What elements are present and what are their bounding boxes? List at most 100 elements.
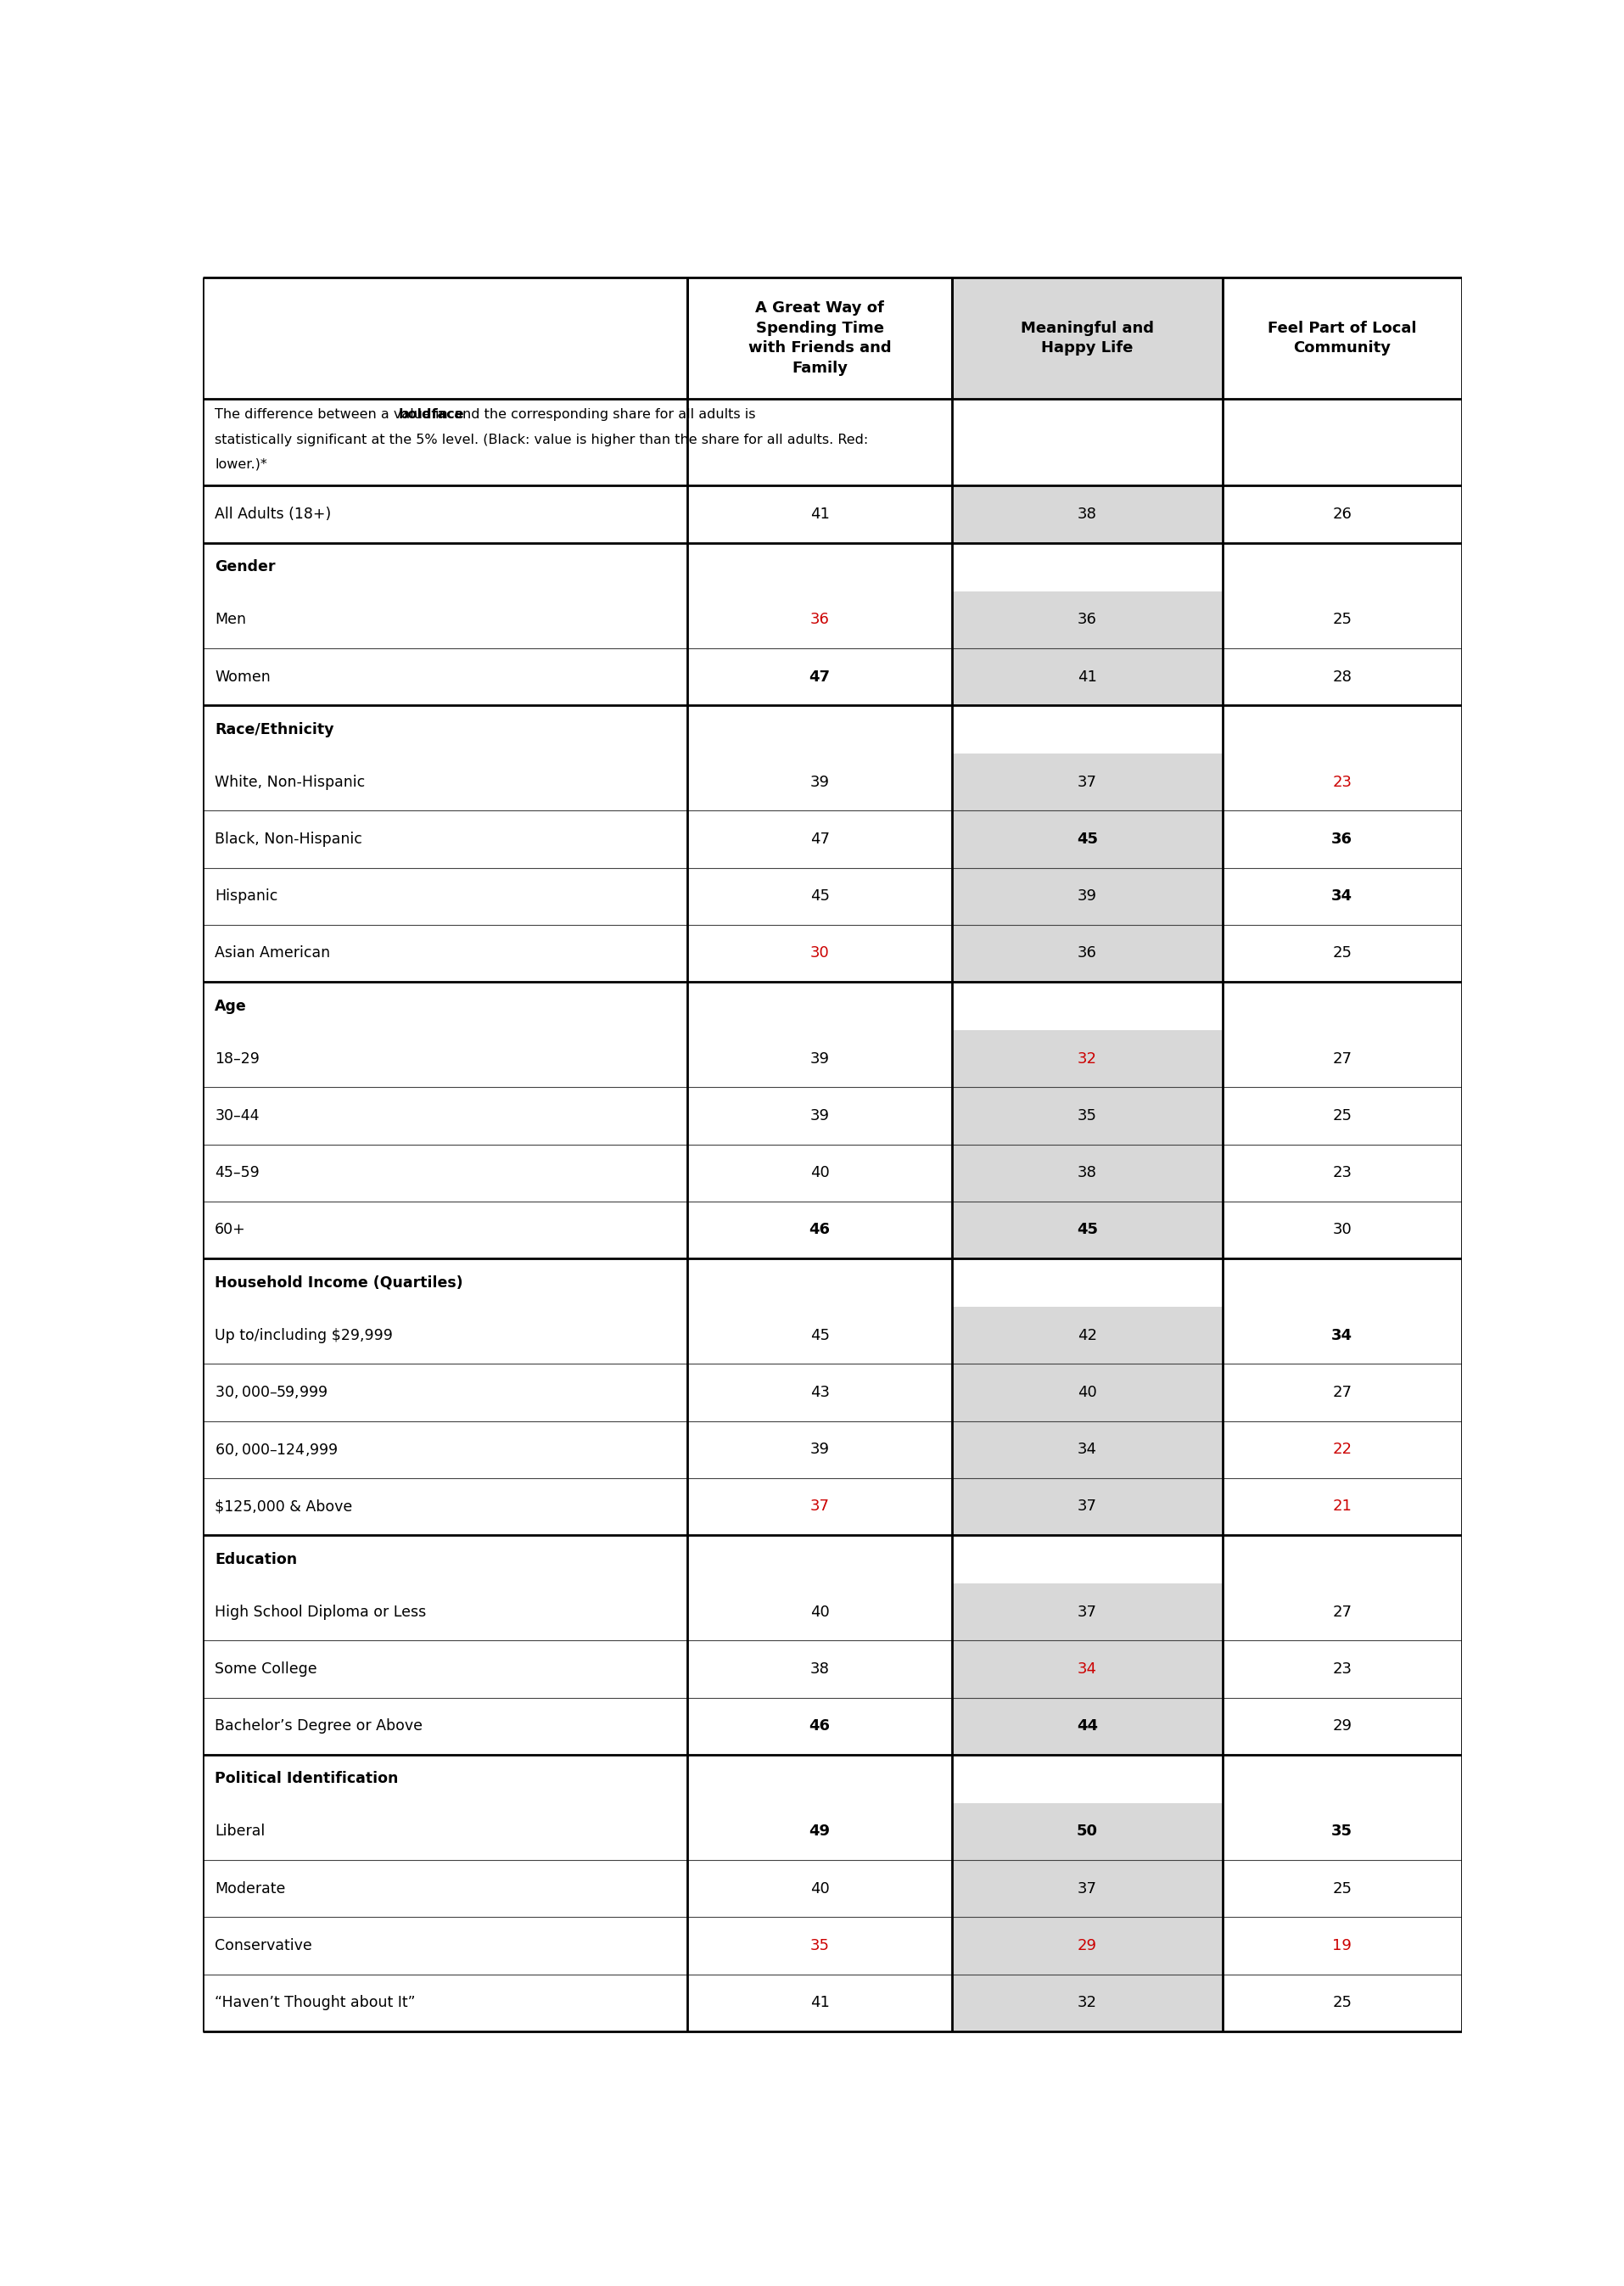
Bar <box>952 1975 1223 2032</box>
Bar <box>203 1975 1462 2032</box>
Bar <box>952 926 1223 983</box>
Text: 39: 39 <box>1077 889 1096 903</box>
Bar <box>203 812 1462 869</box>
Bar <box>952 812 1223 869</box>
Text: 25: 25 <box>1332 946 1351 960</box>
Text: 19: 19 <box>1332 1939 1351 1952</box>
Text: 35: 35 <box>1332 1824 1353 1840</box>
Bar <box>203 983 1462 1031</box>
Bar <box>203 1918 1462 1975</box>
Text: 27: 27 <box>1332 1385 1351 1399</box>
Text: 43: 43 <box>810 1385 830 1399</box>
Bar <box>203 1804 1462 1861</box>
Text: 22: 22 <box>1332 1442 1351 1456</box>
Text: $30,000–$59,999: $30,000–$59,999 <box>214 1385 328 1401</box>
Text: 29: 29 <box>1332 1719 1351 1733</box>
Text: 42: 42 <box>1077 1328 1096 1342</box>
Text: $60,000–$124,999: $60,000–$124,999 <box>214 1442 338 1458</box>
Text: 40: 40 <box>810 1881 830 1897</box>
Text: 25: 25 <box>1332 1109 1351 1122</box>
Text: Some College: Some College <box>214 1662 317 1676</box>
Bar <box>952 485 1223 542</box>
Text: Liberal: Liberal <box>214 1824 265 1840</box>
Bar <box>952 1308 1223 1365</box>
Text: 40: 40 <box>1077 1385 1096 1399</box>
Text: lower.)*: lower.)* <box>214 457 268 471</box>
Text: 29: 29 <box>1077 1939 1096 1952</box>
Text: 34: 34 <box>1077 1662 1096 1676</box>
Text: 46: 46 <box>809 1719 830 1733</box>
Text: 41: 41 <box>810 507 830 521</box>
Text: 39: 39 <box>810 1442 830 1456</box>
Text: Race/Ethnicity: Race/Ethnicity <box>214 722 335 736</box>
Text: 38: 38 <box>810 1662 830 1676</box>
Bar <box>203 1422 1462 1479</box>
Text: 25: 25 <box>1332 1996 1351 2009</box>
Text: 41: 41 <box>810 1996 830 2009</box>
Bar <box>952 1145 1223 1202</box>
Bar <box>952 1918 1223 1975</box>
Text: 39: 39 <box>810 775 830 789</box>
Bar <box>203 1031 1462 1088</box>
Text: 27: 27 <box>1332 1605 1351 1618</box>
Bar <box>203 1698 1462 1756</box>
Text: 36: 36 <box>1077 613 1096 626</box>
Text: 38: 38 <box>1077 1166 1096 1180</box>
Bar <box>952 754 1223 812</box>
Text: A Great Way of
Spending Time
with Friends and
Family: A Great Way of Spending Time with Friend… <box>749 299 892 375</box>
Text: 47: 47 <box>809 670 830 684</box>
Bar <box>203 869 1462 926</box>
Bar <box>952 1479 1223 1536</box>
Text: Asian American: Asian American <box>214 946 330 960</box>
Text: 37: 37 <box>810 1500 830 1513</box>
Text: 40: 40 <box>810 1166 830 1180</box>
Bar <box>203 1260 1462 1308</box>
Text: 45: 45 <box>810 1328 830 1342</box>
Text: statistically significant at the 5% level. (Black: value is higher than the shar: statistically significant at the 5% leve… <box>214 434 869 446</box>
Text: 47: 47 <box>810 832 830 846</box>
Text: 30: 30 <box>810 946 830 960</box>
Text: All Adults (18+): All Adults (18+) <box>214 507 331 521</box>
Text: White, Non-Hispanic: White, Non-Hispanic <box>214 775 365 789</box>
Text: 35: 35 <box>1077 1109 1096 1122</box>
Text: 39: 39 <box>810 1109 830 1122</box>
Bar <box>203 1088 1462 1145</box>
Text: Moderate: Moderate <box>214 1881 286 1897</box>
Text: High School Diploma or Less: High School Diploma or Less <box>214 1605 427 1618</box>
Text: Bachelor’s Degree or Above: Bachelor’s Degree or Above <box>214 1719 422 1733</box>
Bar <box>203 277 1462 398</box>
Bar <box>203 1641 1462 1698</box>
Text: The difference between a value in: The difference between a value in <box>214 409 453 421</box>
Text: 41: 41 <box>1077 670 1096 684</box>
Bar <box>203 592 1462 649</box>
Bar <box>952 277 1223 398</box>
Bar <box>203 649 1462 706</box>
Text: 40: 40 <box>810 1605 830 1618</box>
Text: $125,000 & Above: $125,000 & Above <box>214 1500 352 1513</box>
Bar <box>952 1584 1223 1641</box>
Text: Age: Age <box>214 999 247 1013</box>
Text: 25: 25 <box>1332 613 1351 626</box>
Bar <box>203 1861 1462 1918</box>
Text: Household Income (Quartiles): Household Income (Quartiles) <box>214 1276 463 1289</box>
Bar <box>203 398 1462 485</box>
Text: Women: Women <box>214 670 271 684</box>
Bar <box>203 1756 1462 1804</box>
Text: 34: 34 <box>1332 889 1353 903</box>
Text: Feel Part of Local
Community: Feel Part of Local Community <box>1268 320 1416 357</box>
Text: 45: 45 <box>1077 1223 1098 1237</box>
Text: 38: 38 <box>1077 507 1096 521</box>
Text: 32: 32 <box>1077 1052 1096 1065</box>
Bar <box>952 1202 1223 1260</box>
Text: 23: 23 <box>1332 1662 1351 1676</box>
Text: 46: 46 <box>809 1223 830 1237</box>
Text: 27: 27 <box>1332 1052 1351 1065</box>
Text: 23: 23 <box>1332 1166 1351 1180</box>
Text: 36: 36 <box>1077 946 1096 960</box>
Text: 25: 25 <box>1332 1881 1351 1897</box>
Text: 45: 45 <box>1077 832 1098 846</box>
Text: boldface: boldface <box>400 409 464 421</box>
Text: Up to/including $29,999: Up to/including $29,999 <box>214 1328 393 1342</box>
Bar <box>952 1365 1223 1422</box>
Text: 39: 39 <box>810 1052 830 1065</box>
